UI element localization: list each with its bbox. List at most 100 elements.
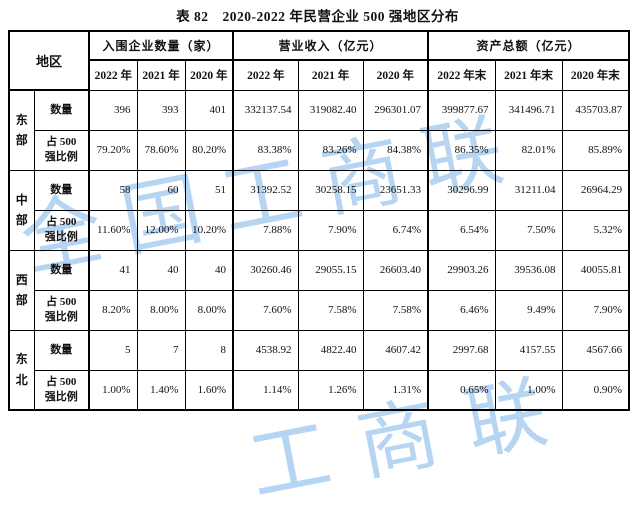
data-cell: 6.46% xyxy=(427,289,496,331)
data-cell: 2997.68 xyxy=(427,329,496,371)
data-cell: 1.60% xyxy=(184,369,234,411)
year-header: 2022 年 xyxy=(232,59,299,91)
data-cell: 4567.66 xyxy=(561,329,630,371)
data-cell: 12.00% xyxy=(136,209,186,251)
data-cell: 8.00% xyxy=(136,289,186,331)
metric-label-share: 占 500 强比例 xyxy=(33,209,90,251)
corner-header: 地区 xyxy=(8,30,90,91)
data-cell: 319082.40 xyxy=(297,89,364,131)
data-cell: 7 xyxy=(136,329,186,371)
group-header-revenue: 营业收入（亿元） xyxy=(232,30,429,61)
year-header: 2020 年末 xyxy=(561,59,630,91)
data-cell: 399877.67 xyxy=(427,89,496,131)
data-cell: 8 xyxy=(184,329,234,371)
data-cell: 51 xyxy=(184,169,234,211)
data-cell: 26603.40 xyxy=(362,249,429,291)
year-header: 2021 年末 xyxy=(494,59,563,91)
data-cell: 7.90% xyxy=(297,209,364,251)
data-cell: 401 xyxy=(184,89,234,131)
data-cell: 78.60% xyxy=(136,129,186,171)
data-cell: 31392.52 xyxy=(232,169,299,211)
data-cell: 7.58% xyxy=(297,289,364,331)
data-cell: 79.20% xyxy=(88,129,138,171)
data-cell: 6.74% xyxy=(362,209,429,251)
table-row-east-count: 东部 数量 396 393 401 332137.54 319082.40 29… xyxy=(8,89,630,171)
data-cell: 1.40% xyxy=(136,369,186,411)
data-cell: 7.88% xyxy=(232,209,299,251)
table-row-central-count: 中部 数量 58 60 51 31392.52 30258.15 23651.3… xyxy=(8,169,630,251)
metric-label-share: 占 500 强比例 xyxy=(33,289,90,331)
year-header: 2022 年末 xyxy=(427,59,496,91)
region-distribution-table: 地区 入围企业数量（家） 营业收入（亿元） 资产总额（亿元） 2022 年 20… xyxy=(8,30,631,411)
group-header-assets: 资产总额（亿元） xyxy=(427,30,630,61)
data-cell: 396 xyxy=(88,89,138,131)
data-cell: 1.00% xyxy=(88,369,138,411)
metric-label-share: 占 500 强比例 xyxy=(33,369,90,411)
data-cell: 83.38% xyxy=(232,129,299,171)
data-cell: 40 xyxy=(136,249,186,291)
data-cell: 85.89% xyxy=(561,129,630,171)
table-row-west-count: 西部 数量 41 40 40 30260.46 29055.15 26603.4… xyxy=(8,249,630,331)
data-cell: 435703.87 xyxy=(561,89,630,131)
data-cell: 10.20% xyxy=(184,209,234,251)
group-header-count: 入围企业数量（家） xyxy=(88,30,234,61)
data-cell: 341496.71 xyxy=(494,89,563,131)
year-header: 2021 年 xyxy=(297,59,364,91)
region-label-west: 西部 xyxy=(8,249,35,331)
data-cell: 82.01% xyxy=(494,129,563,171)
data-cell: 1.26% xyxy=(297,369,364,411)
data-cell: 4822.40 xyxy=(297,329,364,371)
data-cell: 7.58% xyxy=(362,289,429,331)
metric-label-count: 数量 xyxy=(33,169,90,211)
data-cell: 6.54% xyxy=(427,209,496,251)
data-cell: 39536.08 xyxy=(494,249,563,291)
data-cell: 40 xyxy=(184,249,234,291)
data-cell: 1.14% xyxy=(232,369,299,411)
data-cell: 31211.04 xyxy=(494,169,563,211)
data-cell: 30296.99 xyxy=(427,169,496,211)
data-cell: 60 xyxy=(136,169,186,211)
data-cell: 7.60% xyxy=(232,289,299,331)
data-cell: 1.31% xyxy=(362,369,429,411)
data-cell: 41 xyxy=(88,249,138,291)
data-cell: 29055.15 xyxy=(297,249,364,291)
metric-label-share: 占 500 强比例 xyxy=(33,129,90,171)
region-label-central: 中部 xyxy=(8,169,35,251)
metric-label-count: 数量 xyxy=(33,249,90,291)
data-cell: 7.90% xyxy=(561,289,630,331)
year-header: 2021 年 xyxy=(136,59,186,91)
year-header: 2020 年 xyxy=(362,59,429,91)
data-cell: 0.90% xyxy=(561,369,630,411)
data-cell: 393 xyxy=(136,89,186,131)
data-cell: 11.60% xyxy=(88,209,138,251)
data-cell: 30258.15 xyxy=(297,169,364,211)
data-cell: 86.35% xyxy=(427,129,496,171)
data-cell: 83.26% xyxy=(297,129,364,171)
data-cell: 29903.26 xyxy=(427,249,496,291)
data-cell: 332137.54 xyxy=(232,89,299,131)
year-header: 2022 年 xyxy=(88,59,138,91)
metric-label-count: 数量 xyxy=(33,89,90,131)
data-cell: 296301.07 xyxy=(362,89,429,131)
data-cell: 0.65% xyxy=(427,369,496,411)
data-cell: 80.20% xyxy=(184,129,234,171)
data-cell: 7.50% xyxy=(494,209,563,251)
data-cell: 4607.42 xyxy=(362,329,429,371)
data-cell: 8.20% xyxy=(88,289,138,331)
data-cell: 84.38% xyxy=(362,129,429,171)
data-cell: 23651.33 xyxy=(362,169,429,211)
table-row-northeast-count: 东北 数量 5 7 8 4538.92 4822.40 4607.42 2997… xyxy=(8,329,630,411)
metric-label-count: 数量 xyxy=(33,329,90,371)
data-cell: 9.49% xyxy=(494,289,563,331)
table-row-northeast-share: 占 500 强比例 1.00% 1.40% 1.60% 1.14% 1.26% … xyxy=(9,369,630,411)
data-cell: 30260.46 xyxy=(232,249,299,291)
data-cell: 5 xyxy=(88,329,138,371)
data-cell: 26964.29 xyxy=(561,169,630,211)
region-label-east: 东部 xyxy=(8,89,35,171)
data-cell: 5.32% xyxy=(561,209,630,251)
data-cell: 40055.81 xyxy=(561,249,630,291)
data-cell: 1.00% xyxy=(494,369,563,411)
data-cell: 4157.55 xyxy=(494,329,563,371)
year-header: 2020 年 xyxy=(184,59,234,91)
table-row-east-share: 占 500 强比例 79.20% 78.60% 80.20% 83.38% 83… xyxy=(9,129,630,171)
